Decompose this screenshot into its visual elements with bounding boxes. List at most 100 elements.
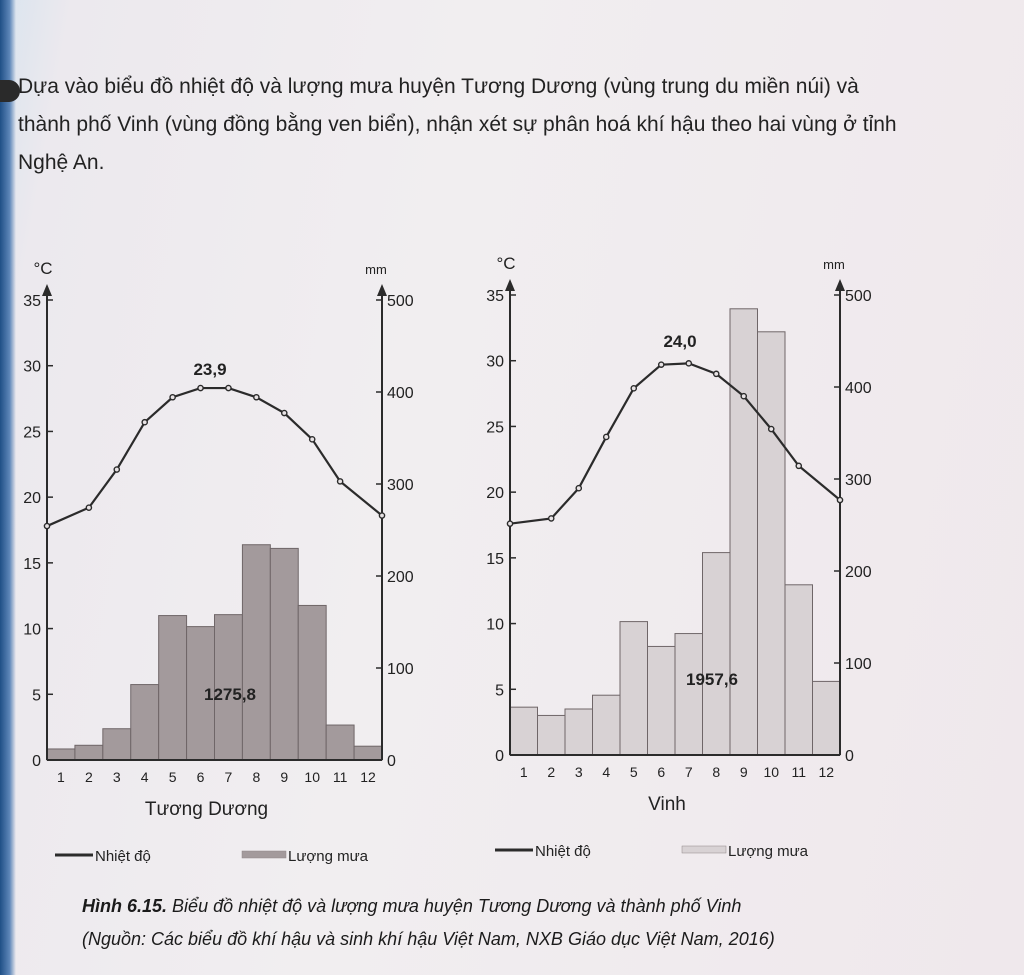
figure-caption: Hình 6.15. Biểu đồ nhiệt độ và lượng mưa… [82,890,942,956]
right-axis-arrow-tuong-duong [377,284,387,296]
right-tick-label-tuong-duong-100: 100 [387,661,414,678]
temperature-line-vinh [509,362,841,525]
month-label-tuong-duong-1: 1 [57,769,65,785]
left-axis-arrow-vinh [505,279,515,291]
rain-bar-vinh-3 [564,708,593,756]
left-tick-label-vinh-20: 20 [486,485,504,502]
temperature-point-vinh-2 [547,515,555,522]
month-label-tuong-duong-3: 3 [113,769,121,785]
temperature-point-tuong-duong-6 [197,384,204,392]
temperature-point-vinh-5 [630,385,638,392]
month-label-vinh-7: 7 [685,764,693,780]
legend-rain-label-tuong-duong: Lượng mưa [288,848,369,865]
month-label-vinh-5: 5 [630,764,638,780]
rain-bar-vinh-5 [619,621,648,756]
figure-source: (Nguồn: Các biểu đồ khí hậu và sinh khí … [82,929,775,949]
rain-bar-vinh-6 [647,645,676,756]
rain-bar-tuong-duong-10 [297,604,327,761]
temperature-point-tuong-duong-4 [141,418,149,426]
temperature-point-tuong-duong-10 [308,436,316,443]
temperature-point-tuong-duong-8 [253,393,260,401]
rain-bar-vinh-4 [592,694,621,756]
month-label-vinh-12: 12 [818,764,834,780]
temp-average-label-vinh: 24,0 [663,332,696,351]
temp-average-label-tuong-duong: 23,9 [193,360,226,379]
left-axis-arrow-tuong-duong [42,284,52,296]
month-label-tuong-duong-11: 11 [333,769,348,785]
rain-total-label-tuong-duong: 1275,8 [204,685,256,704]
left-tick-label-tuong-duong-30: 30 [23,359,41,376]
left-tick-label-tuong-duong-10: 10 [23,622,41,639]
left-tick-label-vinh-15: 15 [486,551,504,568]
month-label-tuong-duong-9: 9 [280,769,288,785]
right-tick-label-tuong-duong-200: 200 [387,569,414,586]
left-tick-label-vinh-5: 5 [495,682,504,699]
rain-bar-vinh-2 [537,714,566,756]
left-tick-label-tuong-duong-5: 5 [32,687,41,704]
figure-title: Biểu đồ nhiệt độ và lượng mưa huyện Tươn… [172,896,742,916]
rain-bar-tuong-duong-3 [102,728,132,761]
right-tick-label-vinh-500: 500 [845,288,872,305]
right-tick-label-tuong-duong-500: 500 [387,293,414,310]
right-tick-label-vinh-200: 200 [845,564,872,581]
rain-bar-tuong-duong-1 [46,748,76,761]
rain-bar-tuong-duong-11 [325,724,355,761]
month-label-vinh-10: 10 [763,764,779,780]
temperature-point-tuong-duong-12 [378,512,386,519]
month-label-tuong-duong-5: 5 [169,769,177,785]
temperature-line-tuong-duong [46,386,383,528]
temperature-point-vinh-12 [836,496,844,504]
month-label-vinh-4: 4 [602,764,610,780]
left-tick-label-tuong-duong-15: 15 [23,556,41,573]
legend-temperature-label-tuong-duong: Nhiệt độ [95,848,151,865]
left-tick-label-vinh-30: 30 [486,354,504,371]
right-tick-label-vinh-400: 400 [845,380,872,397]
left-tick-label-vinh-35: 35 [486,288,504,305]
right-tick-label-tuong-duong-400: 400 [387,385,414,402]
month-label-tuong-duong-8: 8 [252,769,260,785]
month-label-vinh-2: 2 [547,764,555,780]
rain-bar-tuong-duong-5 [158,615,188,761]
temperature-point-tuong-duong-3 [113,466,121,473]
month-label-tuong-duong-12: 12 [360,769,376,785]
charts-area: 0 5 10 15 20 25 30 35 0 100 200 300 400 500 °C mm 1 2 3 4 5 6… [0,250,1024,870]
book-spine [0,0,16,975]
left-tick-label-vinh-25: 25 [486,419,504,436]
month-label-vinh-3: 3 [575,764,583,780]
rain-bar-vinh-11 [784,584,813,756]
rain-bar-vinh-8 [702,552,731,756]
month-label-vinh-6: 6 [657,764,665,780]
month-label-vinh-1: 1 [520,764,528,780]
chart-title-vinh: Vinh [648,794,686,815]
right-axis-label-vinh: mm [823,257,845,272]
question-text: Dựa vào biểu đồ nhiệt độ và lượng mưa hu… [18,75,897,174]
right-tick-label-tuong-duong-0: 0 [387,753,396,770]
temperature-point-tuong-duong-9 [280,409,288,417]
temperature-point-tuong-duong-5 [169,393,176,401]
right-tick-label-vinh-100: 100 [845,656,872,673]
left-tick-label-tuong-duong-20: 20 [23,490,41,507]
left-axis-label-vinh: °C [496,254,515,273]
left-axis-label-tuong-duong: °C [33,259,52,278]
legend-rain-label-vinh: Lượng mưa [728,843,809,860]
right-axis-arrow-vinh [835,279,845,291]
rain-bar-tuong-duong-2 [74,744,104,761]
temperature-point-tuong-duong-11 [336,478,344,485]
temperature-point-vinh-11 [795,462,803,470]
left-tick-label-vinh-0: 0 [495,748,504,765]
temperature-point-vinh-7 [685,360,693,367]
temperature-point-vinh-6 [657,361,665,368]
rain-bar-tuong-duong-12 [353,745,383,761]
figure-label: Hình 6.15. [82,896,168,916]
rain-bar-vinh-10 [757,331,786,756]
rain-bar-vinh-12 [812,680,841,756]
month-label-tuong-duong-7: 7 [225,769,233,785]
rain-bar-tuong-duong-4 [130,684,160,761]
month-label-vinh-9: 9 [740,764,748,780]
chart-title-tuong-duong: Tương Dương [145,799,268,820]
left-tick-label-tuong-duong-25: 25 [23,424,41,441]
temperature-point-vinh-10 [767,425,775,433]
month-label-tuong-duong-6: 6 [197,769,205,785]
rain-bar-tuong-duong-8 [241,544,271,761]
